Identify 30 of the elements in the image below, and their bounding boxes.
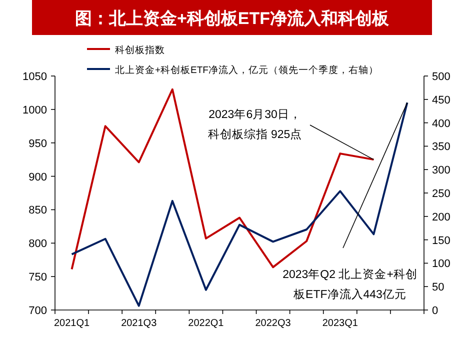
y2-tick-label: 150 — [432, 234, 450, 247]
y2-tick-label: 50 — [432, 282, 444, 294]
y2-tick-label: 200 — [432, 211, 450, 224]
y2-tick-label: 0 — [432, 305, 438, 317]
annotation: 2023年6月30日，科创板综指 925点 — [208, 108, 302, 141]
y2-tick-label: 350 — [432, 141, 450, 154]
y2-tick-label: 400 — [432, 118, 450, 130]
line-series — [70, 88, 375, 270]
y-tick-label: 800 — [28, 238, 47, 250]
y-tick-label: 1050 — [22, 71, 47, 83]
y2-tick-label: 450 — [432, 94, 450, 106]
y2-tick-label: 500 — [432, 71, 450, 83]
legend-label: 科创板指数 — [115, 44, 165, 56]
legend-label: 北上资金+科创板ETF净流入，亿元（领先一个季度，右轴） — [115, 64, 378, 76]
y2-tick-label: 300 — [432, 164, 450, 177]
y-tick-label: 950 — [28, 138, 47, 150]
x-tick-label: 2022Q1 — [188, 318, 224, 329]
y-tick-label: 900 — [28, 171, 47, 184]
x-tick-label: 2021Q3 — [121, 318, 158, 329]
y-tick-label: 850 — [28, 204, 47, 217]
y-tick-label: 1000 — [22, 104, 47, 116]
chart-title: 图：北上资金+科创板ETF净流入和科创板 — [74, 9, 390, 28]
x-tick-label: 2023Q1 — [322, 318, 358, 329]
y2-tick-label: 100 — [432, 258, 450, 270]
y-tick-label: 700 — [28, 305, 47, 317]
y-tick-label: 750 — [28, 272, 47, 284]
x-tick-label: 2021Q1 — [54, 318, 90, 329]
y2-tick-label: 250 — [432, 188, 450, 200]
annotation: 2023年Q2 北上资金+科创板ETF净流入443亿元 — [282, 268, 418, 301]
x-tick-label: 2022Q3 — [255, 318, 292, 329]
